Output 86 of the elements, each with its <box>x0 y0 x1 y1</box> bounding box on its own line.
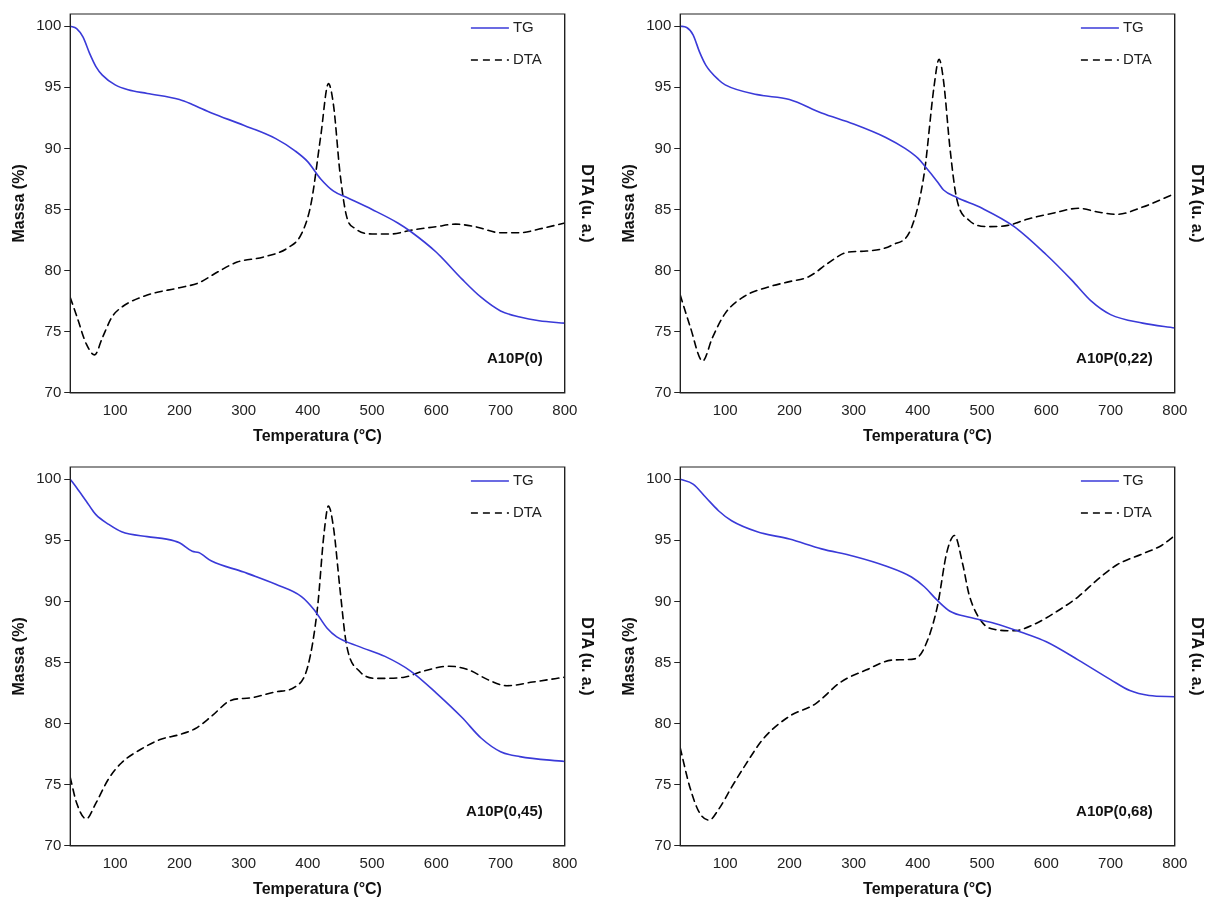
line-series <box>680 534 1175 821</box>
x-tick-label: 500 <box>359 400 385 418</box>
x-tick-label: 500 <box>969 853 995 871</box>
y-tick-label: 100 <box>646 16 672 34</box>
y-tick-label: 80 <box>654 713 672 731</box>
y-tick-label: 70 <box>654 835 672 853</box>
x-tick-label: 200 <box>776 853 802 871</box>
x-tick-label: 100 <box>712 400 738 418</box>
y-tick-label: 100 <box>646 469 672 487</box>
y-tick-label: 75 <box>654 774 672 792</box>
x-tick-label: 200 <box>166 853 192 871</box>
y2-axis-title: DTA (u. a.) <box>1188 617 1206 696</box>
annotation: A10P(0,22) <box>1076 348 1153 366</box>
x-tick-label: 700 <box>1098 400 1124 418</box>
annotation: A10P(0,45) <box>466 801 543 819</box>
x-axis-title: Temperatura (°C) <box>863 879 992 897</box>
y-axis-title: Massa (%) <box>620 164 638 243</box>
x-tick-label: 700 <box>488 400 514 418</box>
y-tick-label: 90 <box>654 138 672 156</box>
y-tick-label: 70 <box>44 835 62 853</box>
y-tick-label: 90 <box>44 138 62 156</box>
x-axis-title: Temperatura (°C) <box>863 426 992 444</box>
x-tick-label: 100 <box>712 853 738 871</box>
x-tick-label: 300 <box>841 853 867 871</box>
y-tick-label: 85 <box>44 199 62 217</box>
x-tick-label: 800 <box>552 400 578 418</box>
x-tick-label: 700 <box>488 853 514 871</box>
legend-label: TG <box>1122 471 1144 489</box>
y-tick-label: 95 <box>654 530 672 548</box>
y-tick-label: 85 <box>44 652 62 670</box>
x-tick-label: 800 <box>552 853 578 871</box>
x-tick-label: 300 <box>841 400 867 418</box>
x-tick-label: 600 <box>1033 400 1059 418</box>
y-axis-title: Massa (%) <box>620 617 638 696</box>
x-tick-label: 800 <box>1162 400 1188 418</box>
x-tick-label: 400 <box>295 853 321 871</box>
x-tick-label: 400 <box>905 853 931 871</box>
legend-label: DTA <box>1122 50 1152 68</box>
y2-axis-title: DTA (u. a.) <box>578 617 596 696</box>
y-axis-title: Massa (%) <box>10 164 28 243</box>
y-tick-label: 75 <box>654 321 672 339</box>
y-tick-label: 75 <box>44 774 62 792</box>
annotation: A10P(0,68) <box>1076 801 1153 819</box>
legend-label: DTA <box>1122 503 1152 521</box>
legend-label: TG <box>512 18 534 36</box>
y-tick-label: 80 <box>654 260 672 278</box>
x-tick-label: 200 <box>166 400 192 418</box>
y-tick-label: 85 <box>654 199 672 217</box>
x-tick-label: 600 <box>1033 853 1059 871</box>
legend-label: DTA <box>512 50 542 68</box>
x-tick-label: 100 <box>102 853 128 871</box>
x-axis-title: Temperatura (°C) <box>253 879 382 897</box>
y-tick-label: 85 <box>654 652 672 670</box>
x-tick-label: 700 <box>1098 853 1124 871</box>
x-tick-label: 800 <box>1162 853 1188 871</box>
y2-axis-title: DTA (u. a.) <box>578 164 596 243</box>
line-series <box>70 505 565 820</box>
y-tick-label: 100 <box>36 16 62 34</box>
legend-label: TG <box>1122 18 1144 36</box>
y-tick-label: 80 <box>44 260 62 278</box>
y-axis-title: Massa (%) <box>10 617 28 696</box>
y-tick-label: 95 <box>654 77 672 95</box>
x-tick-label: 400 <box>905 400 931 418</box>
y2-axis-title: DTA (u. a.) <box>1188 164 1206 243</box>
annotation: A10P(0) <box>486 348 543 366</box>
y-tick-label: 90 <box>654 591 672 609</box>
x-axis-title: Temperatura (°C) <box>253 426 382 444</box>
y-tick-label: 100 <box>36 469 62 487</box>
x-tick-label: 600 <box>423 853 449 871</box>
legend-label: TG <box>512 471 534 489</box>
y-tick-label: 70 <box>654 382 672 400</box>
x-tick-label: 300 <box>231 400 257 418</box>
y-tick-label: 95 <box>44 77 62 95</box>
y-tick-label: 95 <box>44 530 62 548</box>
x-tick-label: 500 <box>969 400 995 418</box>
y-tick-label: 80 <box>44 713 62 731</box>
legend-label: DTA <box>512 503 542 521</box>
x-tick-label: 400 <box>295 400 321 418</box>
x-tick-label: 500 <box>359 853 385 871</box>
y-tick-label: 90 <box>44 591 62 609</box>
x-tick-label: 300 <box>231 853 257 871</box>
x-tick-label: 600 <box>423 400 449 418</box>
x-tick-label: 100 <box>102 400 128 418</box>
y-tick-label: 75 <box>44 321 62 339</box>
x-tick-label: 200 <box>776 400 802 418</box>
y-tick-label: 70 <box>44 382 62 400</box>
